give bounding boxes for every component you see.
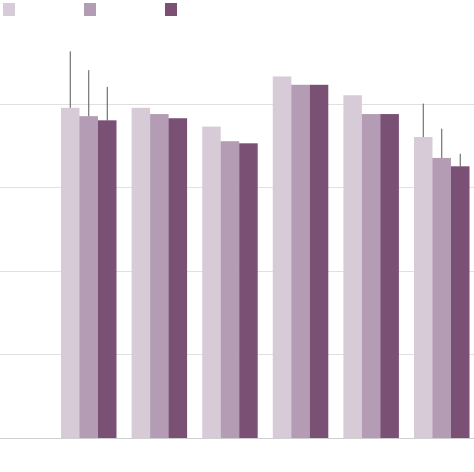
bar xyxy=(220,141,240,438)
bar xyxy=(150,114,169,439)
bar xyxy=(380,114,399,439)
bars xyxy=(61,76,470,439)
bar xyxy=(414,137,433,439)
bar xyxy=(61,107,80,438)
bar xyxy=(361,114,381,439)
bar xyxy=(98,120,117,438)
legend-swatch xyxy=(84,3,96,16)
bar xyxy=(343,95,362,439)
bar xyxy=(79,116,98,438)
bar xyxy=(202,126,221,438)
bar xyxy=(168,118,188,438)
bar xyxy=(309,84,329,438)
legend-swatch xyxy=(3,3,15,16)
legend-swatch xyxy=(165,3,177,16)
bar xyxy=(432,157,451,438)
bar xyxy=(239,143,258,438)
bar xyxy=(291,84,310,438)
error-bars xyxy=(69,51,461,167)
bar xyxy=(451,166,470,439)
bar xyxy=(131,107,151,438)
legend xyxy=(3,3,177,16)
bar xyxy=(272,76,292,439)
